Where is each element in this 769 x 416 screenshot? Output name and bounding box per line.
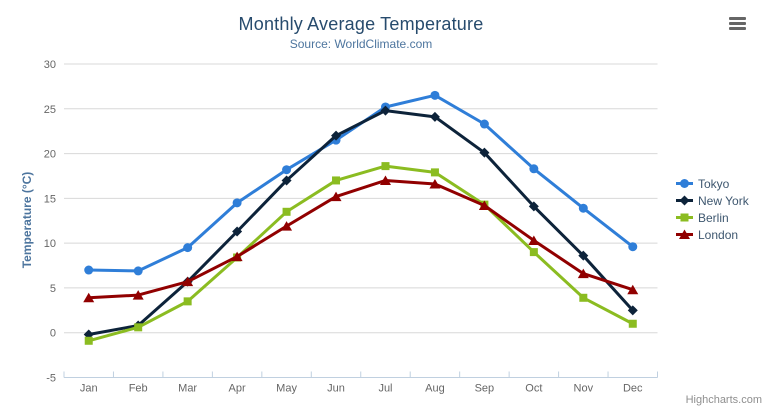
- data-point-london[interactable]: [528, 235, 540, 245]
- x-axis-tick-label: Jul: [378, 383, 392, 395]
- data-point-new-york[interactable]: [232, 226, 243, 237]
- x-axis-tick-label: Dec: [623, 383, 643, 395]
- data-point-berlin[interactable]: [183, 297, 192, 306]
- legend-marker-square-icon: [676, 213, 693, 222]
- hamburger-icon: [729, 27, 746, 30]
- x-axis-tick-label: May: [276, 383, 297, 395]
- data-point-london[interactable]: [429, 179, 441, 189]
- data-point-tokyo[interactable]: [133, 266, 143, 276]
- y-axis-tick-label: 25: [44, 104, 56, 116]
- legend-label: Tokyo: [698, 176, 730, 191]
- data-point-berlin[interactable]: [529, 248, 538, 257]
- legend-label: Berlin: [698, 210, 729, 225]
- series-london: [83, 175, 639, 303]
- data-point-tokyo[interactable]: [282, 165, 292, 175]
- data-point-london[interactable]: [330, 191, 342, 202]
- data-point-new-york[interactable]: [528, 201, 539, 212]
- data-point-tokyo[interactable]: [479, 119, 489, 129]
- series-new-york: [83, 105, 638, 340]
- legend-item-tokyo[interactable]: Tokyo: [676, 175, 749, 192]
- data-point-berlin[interactable]: [381, 162, 390, 171]
- legend: Tokyo New York Berlin London: [676, 175, 749, 243]
- legend-symbol-marker: [679, 229, 690, 239]
- data-point-tokyo[interactable]: [183, 243, 193, 253]
- data-point-berlin[interactable]: [628, 319, 637, 328]
- data-point-new-york[interactable]: [281, 175, 292, 186]
- legend-marker-diamond-icon: [676, 195, 693, 206]
- x-axis-tick-label: Jan: [80, 383, 98, 395]
- data-point-new-york[interactable]: [331, 130, 342, 141]
- hamburger-icon: [729, 17, 746, 20]
- series-line-new-york: [87, 109, 635, 337]
- data-point-london[interactable]: [577, 268, 589, 279]
- data-point-new-york[interactable]: [380, 105, 391, 116]
- x-axis-tick-label: Feb: [129, 383, 148, 395]
- legend-marker-circle-icon: [676, 179, 693, 188]
- series-berlin: [84, 162, 637, 345]
- data-point-london[interactable]: [627, 284, 639, 295]
- data-point-london[interactable]: [478, 200, 490, 211]
- legend-label: London: [698, 227, 739, 242]
- legend-item-berlin[interactable]: Berlin: [676, 209, 749, 226]
- x-axis-tick-label: Oct: [525, 383, 542, 395]
- legend-symbol-marker: [679, 195, 690, 206]
- x-axis-tick-label: Mar: [178, 383, 197, 395]
- y-axis-tick-label: 15: [44, 193, 56, 205]
- data-point-tokyo[interactable]: [578, 203, 588, 213]
- data-point-london[interactable]: [379, 175, 391, 185]
- x-axis-tick-label: Nov: [574, 383, 594, 395]
- series-tokyo: [84, 90, 638, 276]
- data-point-tokyo[interactable]: [232, 198, 242, 208]
- x-axis-tick-label: Aug: [425, 383, 445, 395]
- data-point-tokyo[interactable]: [84, 265, 94, 275]
- data-point-new-york[interactable]: [627, 305, 638, 316]
- y-axis-title: Temperature (°C): [20, 171, 34, 269]
- data-point-berlin[interactable]: [579, 293, 588, 302]
- data-point-berlin[interactable]: [84, 336, 93, 345]
- x-axis-tick-label: Jun: [327, 383, 345, 395]
- legend-item-london[interactable]: London: [676, 226, 749, 243]
- data-point-london[interactable]: [231, 251, 243, 262]
- data-point-new-york[interactable]: [429, 111, 440, 122]
- data-point-berlin[interactable]: [134, 323, 143, 332]
- x-axis-tick-label: Apr: [229, 383, 246, 395]
- data-point-london[interactable]: [132, 290, 144, 300]
- legend-item-new-york[interactable]: New York: [676, 192, 749, 209]
- data-point-tokyo[interactable]: [430, 90, 440, 100]
- legend-label: New York: [698, 193, 749, 208]
- highcharts-credit-link[interactable]: Highcharts.com: [685, 394, 762, 406]
- y-axis-tick-label: -5: [46, 373, 56, 385]
- y-axis-tick-label: 0: [50, 328, 56, 340]
- data-point-london[interactable]: [83, 292, 95, 303]
- hamburger-icon: [729, 22, 746, 25]
- series-line-berlin: [87, 164, 635, 343]
- data-point-tokyo[interactable]: [529, 164, 539, 174]
- chart-subtitle: Source: WorldClimate.com: [289, 37, 433, 51]
- data-point-berlin[interactable]: [282, 207, 291, 216]
- y-axis-tick-label: 20: [44, 149, 56, 161]
- legend-marker-triangle-icon: [676, 229, 693, 239]
- data-point-london[interactable]: [281, 221, 293, 231]
- y-axis-tick-label: 10: [44, 238, 56, 250]
- data-point-new-york[interactable]: [479, 147, 490, 158]
- y-axis-tick-label: 30: [44, 59, 56, 71]
- data-point-london[interactable]: [182, 276, 194, 287]
- x-axis-tick-label: Sep: [475, 383, 495, 395]
- data-point-tokyo[interactable]: [628, 242, 638, 252]
- data-point-berlin[interactable]: [332, 176, 341, 185]
- legend-symbol-marker: [680, 179, 689, 188]
- chart-title: Monthly Average Temperature: [238, 14, 484, 34]
- series-line-london: [87, 178, 635, 300]
- data-point-new-york[interactable]: [578, 250, 589, 261]
- export-menu-button[interactable]: [729, 17, 746, 30]
- y-axis-tick-label: 5: [50, 283, 56, 295]
- data-point-berlin[interactable]: [430, 168, 439, 177]
- legend-symbol-marker: [680, 213, 689, 222]
